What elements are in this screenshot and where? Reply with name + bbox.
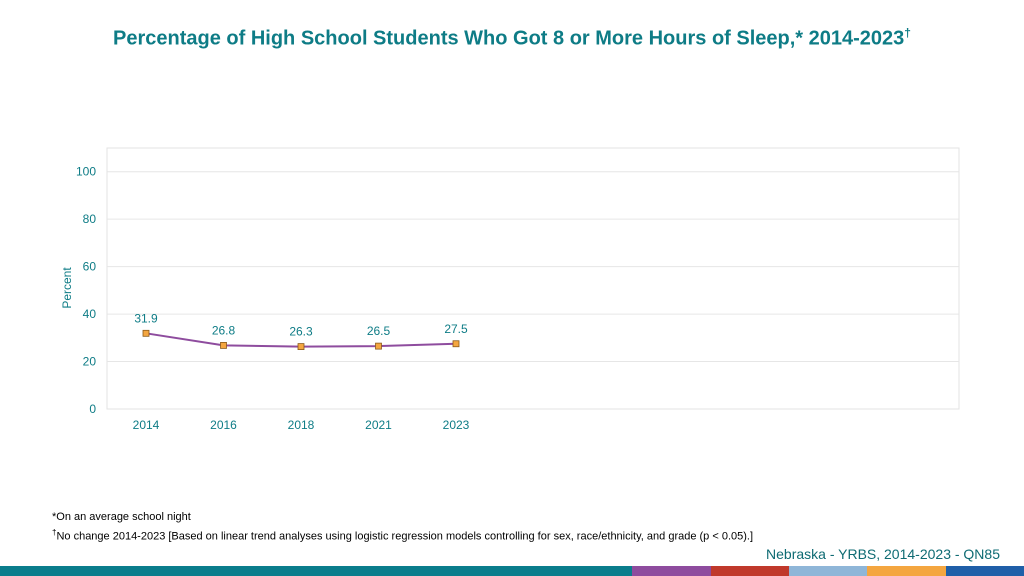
data-point (220, 342, 227, 349)
data-point (452, 340, 460, 348)
footnotes: *On an average school night †No change 2… (52, 510, 753, 545)
band-segment (946, 566, 1024, 576)
band-segment (789, 566, 867, 576)
band-segment (711, 566, 789, 576)
data-label: 27.5 (444, 322, 468, 336)
y-tick-label: 40 (83, 307, 97, 321)
y-tick-label: 20 (83, 355, 97, 369)
x-tick-label: 2014 (133, 418, 160, 432)
data-point (297, 343, 305, 350)
y-tick-label: 0 (89, 402, 96, 416)
line-chart: 0 20 40 60 80 100 2014 2016 2018 2021 2023 Percen… (60, 147, 960, 432)
y-tick-label: 60 (83, 260, 97, 274)
source-label: Nebraska - YRBS, 2014-2023 - QN85 (766, 546, 1000, 562)
x-tick-label: 2018 (288, 418, 315, 432)
chart-title: Percentage of High School Students Who G… (113, 26, 911, 50)
data-label: 31.9 (134, 311, 158, 325)
band-segment (0, 566, 632, 576)
footnote-school-night: *On an average school night (52, 511, 191, 523)
y-tick-label: 80 (83, 212, 97, 226)
band-segment (632, 566, 711, 576)
band-segment (867, 566, 946, 576)
data-point (142, 329, 150, 337)
data-label: 26.8 (212, 323, 236, 337)
y-tick-label: 100 (76, 165, 96, 179)
plot-area (106, 147, 960, 410)
x-tick-label: 2016 (210, 418, 237, 432)
footnote-trend: †No change 2014-2023 [Based on linear tr… (52, 528, 754, 543)
y-axis-label: Percent (60, 267, 74, 309)
x-tick-label: 2021 (365, 418, 392, 432)
x-tick-label: 2023 (443, 418, 470, 432)
data-label: 26.3 (289, 325, 313, 339)
data-point (375, 342, 382, 350)
data-label: 26.5 (367, 324, 391, 338)
